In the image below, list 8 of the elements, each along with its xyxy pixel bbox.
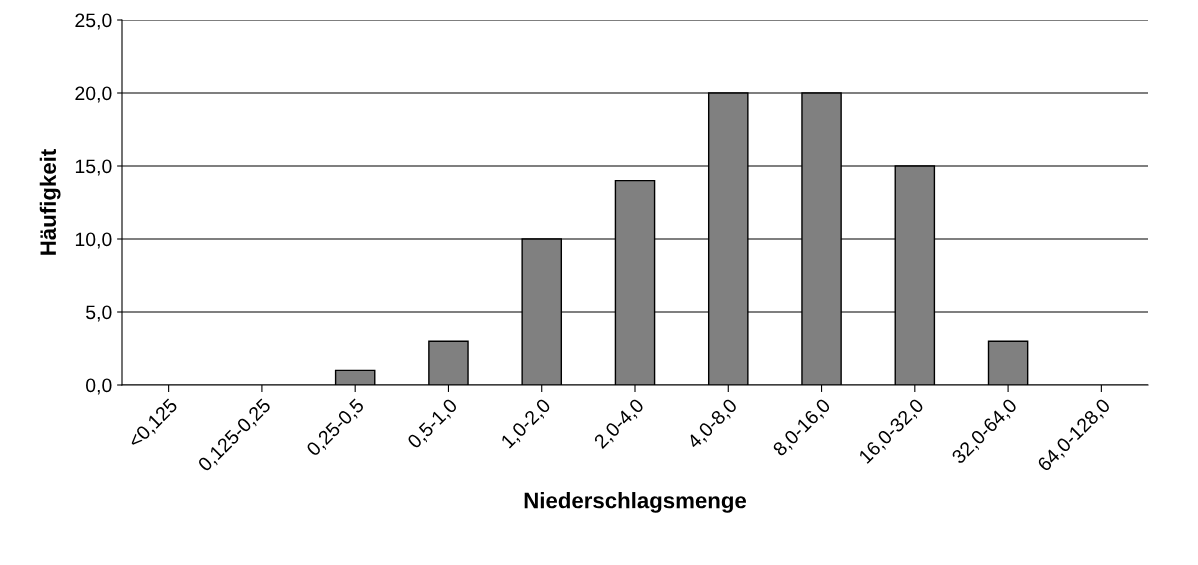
y-tick-label: 0,0 (86, 378, 112, 395)
y-tick-label: 15,0 (75, 159, 112, 176)
x-axis-title: Niederschlagsmenge (524, 492, 747, 513)
y-tick-label: 5,0 (86, 305, 112, 322)
y-tick-label: 25,0 (75, 13, 112, 30)
y-tick-label: 10,0 (75, 232, 112, 249)
y-axis-title: Häufigkeit (39, 149, 61, 255)
y-tick-label: 20,0 (75, 86, 112, 103)
